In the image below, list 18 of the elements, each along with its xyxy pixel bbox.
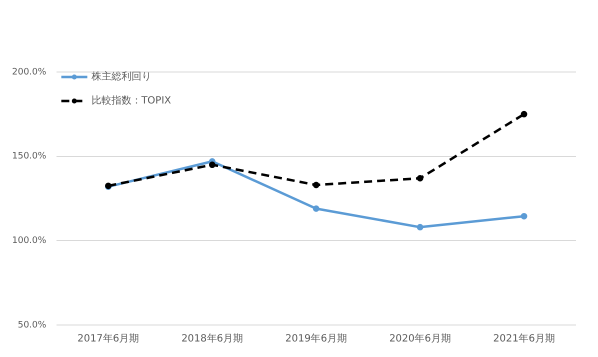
y-tick-label: 200.0%	[12, 67, 47, 78]
x-tick-label: 2021年6月期	[493, 332, 555, 345]
y-tick-label: 150.0%	[12, 152, 47, 162]
point	[520, 110, 528, 118]
x-tick-label: 2017年6月期	[77, 332, 140, 345]
y-tick-label: 50.0%	[18, 320, 47, 330]
x-tick-label: 2018年6月期	[181, 332, 244, 345]
point	[416, 175, 424, 182]
x-tick-label: 2019年6月期	[285, 332, 348, 345]
point	[312, 182, 320, 188]
point	[208, 162, 216, 168]
x-tick-label: 2020年6月期	[389, 332, 451, 345]
point	[312, 205, 320, 212]
y-tick-label: 100.0%	[12, 236, 47, 246]
point	[520, 212, 528, 220]
point	[416, 224, 424, 230]
legend-label: 株主総利回り	[90, 70, 152, 83]
legend-label: 比較指数：TOPIX	[91, 94, 172, 107]
